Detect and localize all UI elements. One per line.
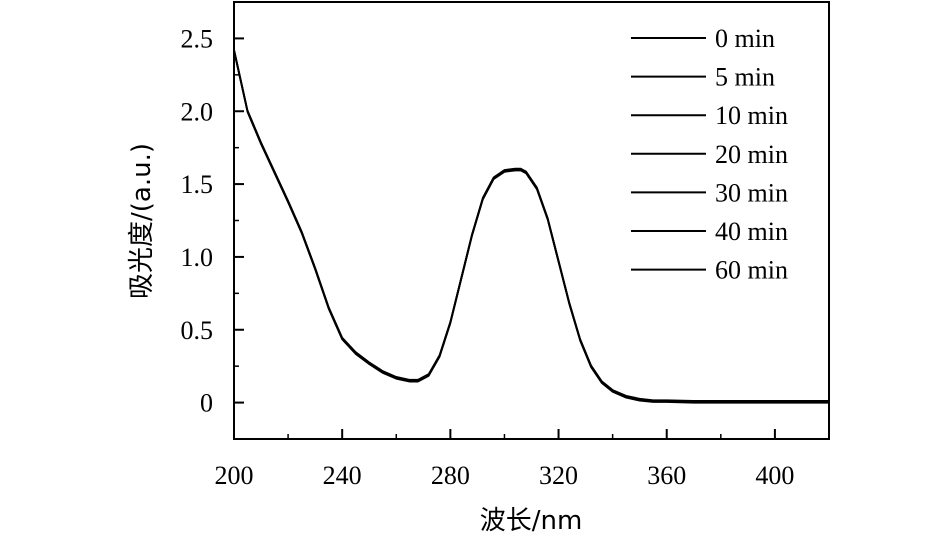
legend-label: 40 min [715, 217, 788, 246]
y-tick-label: 0 [200, 389, 213, 418]
legend-label: 30 min [715, 178, 788, 207]
y-tick-label: 1.5 [181, 170, 214, 199]
x-tick-label: 280 [431, 461, 470, 490]
x-tick-label: 400 [755, 461, 794, 490]
series-line [233, 49, 829, 403]
legend-label: 0 min [715, 24, 775, 53]
x-axis: 200 240 280 320 360 400 [215, 429, 794, 490]
x-tick-label: 360 [647, 461, 686, 490]
x-axis-title: 波长/nm [480, 506, 583, 536]
y-axis-title: 吸光度/(a.u.) [127, 143, 157, 299]
y-tick-label: 1.0 [181, 243, 214, 272]
legend: 0 min 5 min 10 min 20 min 30 min 40 min 60 min [631, 24, 788, 285]
series-lines [233, 48, 829, 404]
y-tick-label: 2.5 [181, 24, 214, 53]
x-tick-label: 240 [323, 461, 362, 490]
x-tick-label: 200 [215, 461, 254, 490]
y-axis: 0 0.5 1.0 1.5 2.0 2.5 [181, 1, 244, 440]
legend-label: 60 min [715, 256, 788, 285]
x-tick-label: 320 [539, 461, 578, 490]
legend-label: 10 min [715, 101, 788, 130]
y-tick-label: 2.0 [181, 97, 214, 126]
legend-label: 5 min [715, 63, 775, 92]
y-tick-label: 0.5 [181, 316, 214, 345]
legend-label: 20 min [715, 140, 788, 169]
